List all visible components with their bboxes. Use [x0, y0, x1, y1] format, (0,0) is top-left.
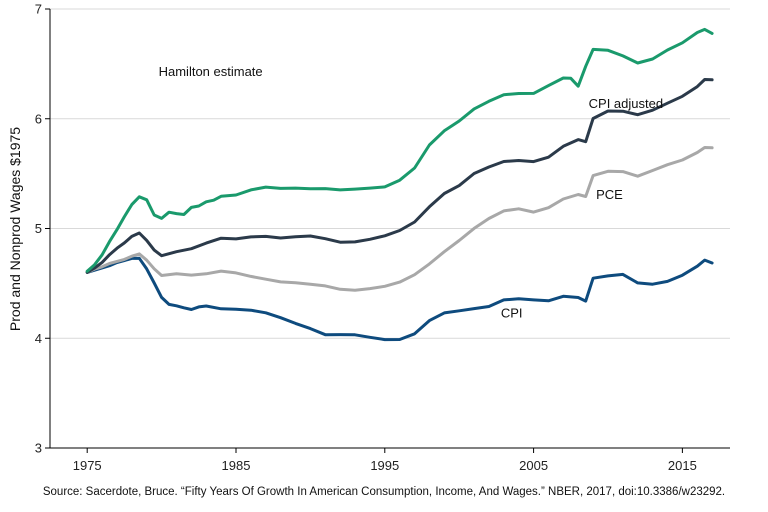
y-tick-label: 5	[35, 221, 42, 236]
series-label-cpi: CPI	[501, 305, 523, 320]
y-tick-label: 3	[35, 441, 42, 456]
x-tick-label: 2005	[519, 458, 548, 473]
series-line-hamilton-estimate	[85, 27, 714, 273]
series-labels: Hamilton estimate CPI adjusted PCE CPI	[159, 64, 663, 320]
x-tick-label: 2015	[668, 458, 697, 473]
series-label-pce: PCE	[596, 187, 623, 202]
x-tick-label: 1995	[370, 458, 399, 473]
series-line-cpi	[85, 256, 714, 342]
series-label-cpi-adjusted: CPI adjusted	[589, 96, 663, 111]
y-axis-title: Prod and Nonprod Wages $1975	[7, 127, 23, 331]
y-tick-label: 7	[35, 2, 42, 17]
tick-labels: 3 4 5 6 7 1975 1985 1995 2005 2015	[35, 2, 697, 474]
wages-line-chart: 3 4 5 6 7 1975 1985 1995 2005 2015 Hamilton estim…	[7, 2, 730, 474]
source-citation: Source: Sacerdote, Bruce. “Fifty Years O…	[42, 486, 726, 498]
series-lines	[85, 27, 714, 342]
x-tick-label: 1985	[222, 458, 251, 473]
series-line-pce	[85, 146, 714, 292]
y-tick-label: 6	[35, 111, 42, 126]
series-line-cpi-adjusted	[85, 78, 714, 274]
series-label-hamilton-estimate: Hamilton estimate	[159, 64, 263, 79]
x-tick-label: 1975	[73, 458, 102, 473]
y-tick-label: 4	[35, 331, 42, 346]
